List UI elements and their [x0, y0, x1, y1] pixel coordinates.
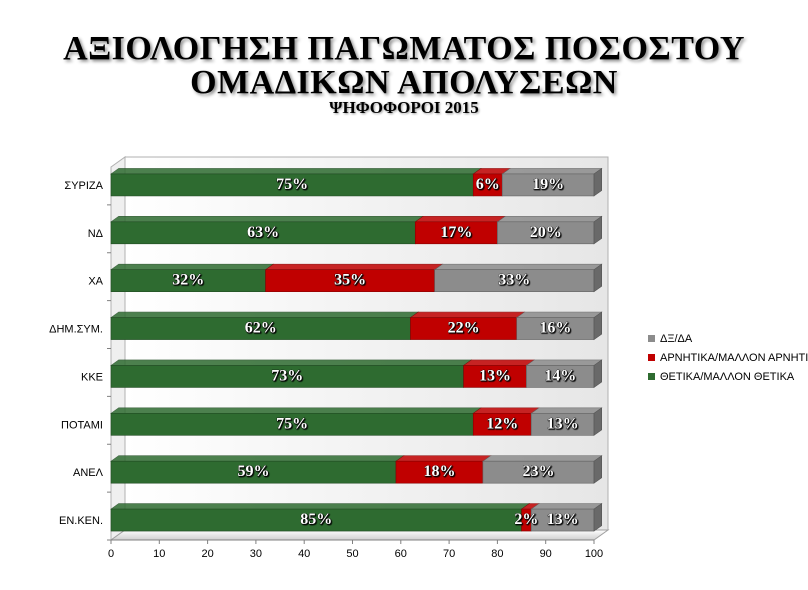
bar-segment-top	[409, 311, 526, 318]
bar-value-label: 33%	[498, 272, 530, 289]
bar-segment-top	[515, 311, 603, 318]
bar-value-label: 62%	[245, 320, 277, 337]
chart-title-line2: ΟΜΑΔΙΚΩΝ ΑΠΟΛΥΣΕΩΝ	[190, 64, 618, 101]
bar-value-label: 6%	[476, 176, 500, 193]
bar-segment-top	[530, 407, 603, 414]
category-label: ΣΥΡΙΖΑ	[64, 180, 103, 192]
bar-value-label: 59%	[237, 463, 269, 480]
bar-value-label: 13%	[479, 367, 511, 384]
bar-value-label: 14%	[544, 367, 576, 384]
category-label: ΝΔ	[88, 228, 104, 240]
x-tick-label: 80	[491, 548, 503, 560]
legend-item: ΑΡΝΗΤΙΚΑ/ΜΑΛΛΟΝ ΑΡΝΗΤΙΚΑ	[648, 348, 808, 367]
bar-segment-top	[110, 407, 482, 414]
bar-row: 75% 6% 19%	[110, 167, 603, 197]
bar-value-label: 35%	[334, 272, 366, 289]
bar-end-cap	[593, 359, 603, 389]
bar-end-cap	[593, 263, 603, 293]
chart-title-line1: ΑΞΙΟΛΟΓΗΣΗ ΠΑΓΩΜΑΤΟΣ ΠΟΣΟΣΤΟΥ	[63, 30, 745, 67]
bar-row: 59% 18% 23%	[110, 455, 603, 484]
bar-end-cap	[593, 311, 603, 341]
bar-value-label: 13%	[547, 415, 579, 432]
bar-segment-top	[395, 455, 492, 462]
bar-segment-top	[110, 263, 275, 270]
legend-label: ΑΡΝΗΤΙΚΑ/ΜΑΛΛΟΝ ΑΡΝΗΤΙΚΑ	[660, 351, 808, 364]
bar-value-label: 12%	[486, 415, 518, 432]
bar-segment-top	[501, 168, 603, 175]
bar-value-label: 16%	[539, 320, 571, 337]
x-tick-label: 90	[540, 548, 552, 560]
legend-item: ΔΞ/ΔΑ	[648, 329, 808, 348]
category-label: ΔΗΜ.ΣΥΜ.	[49, 324, 103, 336]
bar-value-label: 32%	[172, 272, 204, 289]
bar-segment-top	[496, 216, 603, 223]
bar-segment-top	[525, 359, 603, 366]
bar-row: 63% 17% 20%	[110, 215, 603, 245]
category-label: ΚΚΕ	[81, 371, 103, 383]
legend-item: ΘΕΤΙΚΑ/ΜΑΛΛΟΝ ΘΕΤΙΚΑ	[648, 367, 808, 386]
bar-value-label: 20%	[530, 224, 562, 241]
bar-segment-top	[110, 359, 473, 366]
bar-value-label: 63%	[247, 224, 279, 241]
bar-segment-top	[433, 263, 603, 270]
bar-value-label: 85%	[300, 511, 332, 528]
bar-row: 75% 12% 13%	[110, 407, 603, 436]
x-tick-label: 10	[153, 548, 165, 560]
chart-bars: 75% 6% 19% 63% 17% 20% 32% 35% 33% 62% 22% 16% 73% 13…	[110, 167, 603, 532]
bar-value-label: 18%	[423, 463, 455, 480]
bar-row: 73% 13% 14%	[110, 359, 603, 389]
x-tick-label: 0	[108, 548, 114, 560]
legend-swatch-negative	[648, 354, 655, 361]
x-tick-label: 30	[250, 548, 262, 560]
bar-end-cap	[593, 502, 603, 532]
bar-segment-top	[472, 407, 540, 414]
bar-value-label: 23%	[522, 463, 554, 480]
bar-value-label: 75%	[276, 415, 308, 432]
category-label: ΑΝΕΛ	[73, 467, 104, 479]
bar-segment-top	[264, 263, 444, 270]
x-tick-label: 40	[298, 548, 310, 560]
bar-segment-top	[530, 503, 603, 510]
legend-label: ΘΕΤΙΚΑ/ΜΑΛΛΟΝ ΘΕΤΙΚΑ	[660, 370, 795, 383]
bar-end-cap	[593, 455, 603, 484]
category-label: ΠΟΤΑΜΙ	[61, 419, 103, 431]
legend-swatch-positive	[648, 373, 655, 380]
category-label: ΕΝ.ΚΕΝ.	[59, 515, 103, 527]
bar-value-label: 17%	[440, 224, 472, 241]
chart-legend: ΔΞ/ΔΑ ΑΡΝΗΤΙΚΑ/ΜΑΛΛΟΝ ΑΡΝΗΤΙΚΑ ΘΕΤΙΚΑ/ΜΑ…	[648, 329, 808, 386]
bar-value-label: 13%	[547, 511, 579, 528]
bar-segment-top	[110, 311, 420, 318]
bar-value-label: 22%	[448, 320, 480, 337]
bar-value-label: 75%	[276, 176, 308, 193]
bar-segment-top	[414, 216, 507, 223]
bar-end-cap	[593, 167, 603, 197]
chart-subtitle: ΨΗΦΟΦΟΡΟΙ 2015	[329, 98, 479, 117]
bar-row: 85% 2% 13%	[110, 502, 603, 532]
bar-row: 32% 35% 33%	[110, 263, 603, 293]
bar-value-label: 2%	[514, 511, 538, 528]
bar-segment-top	[110, 168, 482, 175]
bar-segment-top	[110, 216, 424, 223]
bar-segment-top	[462, 359, 536, 366]
bar-value-label: 19%	[532, 176, 564, 193]
x-tick-label: 50	[346, 548, 358, 560]
value-axis: 0 10 20 30 40 50 60 70 80 90 100	[108, 540, 603, 560]
legend-label: ΔΞ/ΔΑ	[660, 332, 693, 345]
x-tick-label: 20	[201, 548, 213, 560]
bar-segment-top	[110, 503, 531, 510]
x-tick-label: 60	[395, 548, 407, 560]
category-label: ΧΑ	[88, 276, 103, 288]
bar-row: 62% 22% 16%	[110, 311, 603, 341]
bar-segment-top	[110, 455, 405, 462]
x-tick-label: 100	[585, 548, 603, 560]
x-tick-label: 70	[443, 548, 455, 560]
bar-end-cap	[593, 215, 603, 245]
bar-segment-top	[481, 455, 603, 462]
chart-floor	[109, 529, 610, 541]
category-axis: ΣΥΡΙΖΑ ΝΔ ΧΑ ΔΗΜ.ΣΥΜ. ΚΚΕ ΠΟΤΑΜΙ ΑΝΕΛ ΕΝ.ΚΕΝ.	[49, 180, 111, 541]
bar-value-label: 73%	[271, 367, 303, 384]
bar-end-cap	[593, 407, 603, 436]
legend-swatch-dxda	[648, 335, 655, 342]
